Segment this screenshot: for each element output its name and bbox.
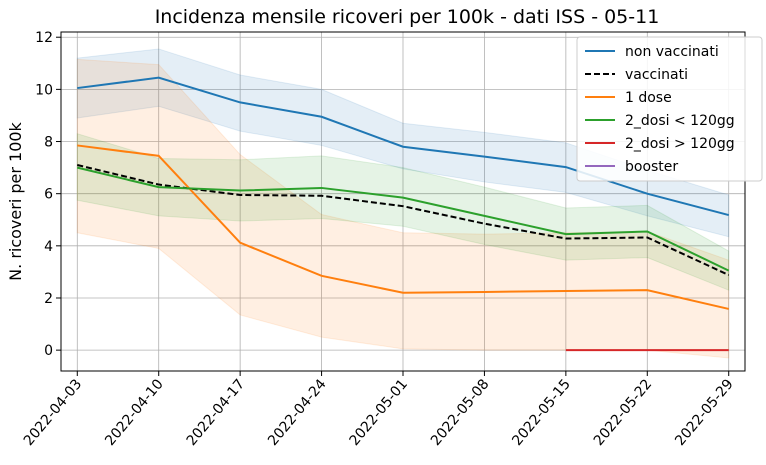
x-tick-label: 2022-04-17 — [184, 376, 249, 449]
legend-label: 2_dosi < 120gg — [625, 113, 735, 129]
legend-label: 1 dose — [625, 90, 672, 106]
x-tick-label: 2022-05-15 — [509, 376, 574, 449]
confidence-band — [76, 58, 730, 359]
legend-label: non vaccinati — [625, 44, 719, 60]
y-tick-label: 10 — [35, 82, 53, 98]
confidence-bands — [76, 48, 730, 359]
legend-box — [576, 36, 763, 182]
y-tick-label: 6 — [44, 187, 53, 203]
x-tick-label: 2022-05-01 — [347, 376, 412, 449]
confidence-band — [76, 48, 730, 238]
series-line — [77, 144, 729, 310]
x-tick-label: 2022-04-03 — [21, 376, 86, 449]
x-tick-label: 2022-05-22 — [591, 376, 656, 449]
x-tick-label: 2022-05-08 — [428, 376, 493, 449]
confidence-band — [76, 133, 730, 291]
chart-title: Incidenza mensile ricoveri per 100k - da… — [155, 6, 660, 28]
series-line — [77, 166, 730, 272]
legend-label: booster — [625, 159, 678, 175]
x-axis-ticks: 2022-04-03 2022-04-10 2022-04-17 2022-04-24… — [21, 371, 737, 449]
y-axis-label: N. ricoveri per 100k — [6, 121, 25, 280]
legend: non vaccinati vaccinati 1 dose 2_dosi < 120… — [576, 36, 763, 182]
series-lines — [77, 76, 730, 352]
y-tick-label: 4 — [44, 239, 53, 255]
series-line — [77, 76, 729, 217]
x-tick-label: 2022-05-29 — [672, 376, 737, 449]
x-tick-label: 2022-04-24 — [265, 376, 330, 449]
y-tick-label: 0 — [44, 343, 53, 359]
x-tick-label: 2022-04-10 — [102, 376, 167, 449]
legend-label: 2_dosi > 120gg — [625, 136, 735, 152]
y-axis-ticks: 0 2 4 6 8 10 12 — [35, 30, 61, 359]
y-tick-label: 8 — [44, 135, 53, 151]
y-tick-label: 12 — [35, 30, 53, 46]
y-tick-label: 2 — [44, 291, 53, 307]
legend-label: vaccinati — [625, 67, 688, 83]
